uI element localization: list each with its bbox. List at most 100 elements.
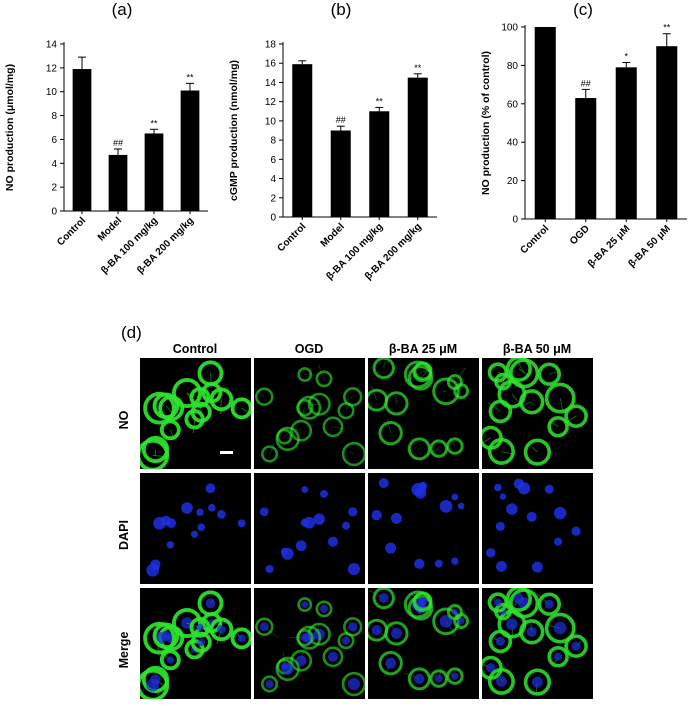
bar bbox=[108, 154, 128, 211]
cell-process bbox=[152, 454, 167, 458]
cell-body bbox=[190, 401, 212, 423]
nucleus bbox=[531, 561, 543, 573]
x-category-label: OGD bbox=[568, 223, 592, 247]
cell-body bbox=[159, 649, 181, 671]
bar bbox=[656, 46, 678, 220]
cell-process bbox=[449, 437, 456, 447]
cell-process bbox=[298, 407, 306, 421]
nucleus bbox=[217, 510, 226, 519]
cell-process bbox=[384, 662, 392, 677]
cell-process bbox=[457, 382, 462, 392]
nucleus bbox=[190, 645, 199, 653]
cell-process bbox=[263, 626, 279, 639]
nucleus bbox=[451, 672, 459, 680]
nucleus bbox=[190, 530, 199, 538]
nucleus bbox=[571, 641, 581, 651]
bar bbox=[615, 67, 637, 219]
y-tick-label: 10 bbox=[265, 116, 277, 127]
nucleus bbox=[265, 564, 274, 574]
cell-body bbox=[315, 600, 333, 618]
x-category-label: Model bbox=[96, 215, 124, 243]
cell-process bbox=[511, 624, 514, 638]
cell-body bbox=[509, 358, 540, 389]
cell-body bbox=[201, 612, 223, 634]
cell-body bbox=[372, 588, 395, 610]
cell-body bbox=[378, 650, 403, 676]
y-axis-title: cGMP production (nmol/mg) bbox=[228, 60, 240, 201]
cell-body bbox=[564, 634, 588, 659]
cell-body bbox=[322, 416, 344, 438]
y-tick-label: 8 bbox=[51, 111, 57, 122]
nucleus bbox=[390, 512, 402, 524]
cell-body bbox=[378, 420, 403, 446]
cell-body bbox=[209, 617, 234, 642]
cell-body bbox=[497, 609, 527, 639]
cell-body bbox=[307, 392, 331, 416]
cell-process bbox=[300, 407, 310, 416]
micrograph-dapi-2 bbox=[254, 473, 365, 584]
nucleus bbox=[208, 618, 216, 627]
cell-body bbox=[140, 438, 170, 469]
cell-body bbox=[197, 590, 224, 617]
nucleus bbox=[571, 526, 581, 536]
y-tick-label: 16 bbox=[265, 59, 277, 70]
micrograph-no-4 bbox=[482, 358, 593, 469]
cell-process bbox=[219, 399, 222, 415]
cell-process bbox=[575, 638, 585, 647]
y-tick-label: 80 bbox=[507, 61, 519, 72]
cell-body bbox=[140, 668, 170, 699]
cell-body bbox=[494, 372, 512, 391]
nucleus bbox=[320, 604, 328, 613]
significance-label: ## bbox=[113, 138, 123, 148]
cell-process bbox=[157, 638, 160, 650]
cell-body bbox=[429, 669, 448, 688]
y-tick-label: 4 bbox=[270, 174, 276, 185]
cell-process bbox=[323, 603, 325, 609]
cell-body bbox=[509, 588, 540, 619]
cell-body bbox=[429, 439, 448, 458]
nucleus bbox=[417, 482, 427, 492]
cell-process bbox=[549, 371, 559, 375]
nucleus bbox=[166, 656, 175, 664]
cell-body bbox=[547, 645, 569, 668]
cell-process bbox=[490, 606, 504, 613]
cell-body bbox=[407, 437, 431, 461]
cell-process bbox=[386, 419, 392, 434]
micrograph-no-3 bbox=[368, 358, 479, 469]
cell-process bbox=[300, 652, 304, 661]
cell-process bbox=[368, 589, 385, 599]
cell-process bbox=[269, 443, 275, 455]
cell-body bbox=[519, 389, 545, 415]
nucleus bbox=[217, 625, 226, 634]
cell-body bbox=[341, 441, 365, 467]
cell-body bbox=[276, 658, 293, 675]
cell-body bbox=[343, 387, 363, 407]
nucleus bbox=[553, 621, 567, 635]
cell-process bbox=[186, 392, 201, 398]
nucleus bbox=[371, 510, 382, 521]
cell-process bbox=[171, 405, 183, 409]
panel-letter-d: (d) bbox=[121, 323, 142, 342]
cell-body bbox=[403, 590, 432, 619]
cell-body bbox=[143, 621, 176, 655]
cell-body bbox=[488, 399, 513, 424]
nucleus bbox=[499, 493, 507, 500]
cell-body bbox=[488, 629, 513, 654]
cell-process bbox=[482, 437, 492, 444]
nucleus bbox=[513, 593, 525, 605]
cell-body bbox=[544, 612, 576, 644]
cell-body bbox=[453, 613, 470, 630]
nucleus bbox=[414, 558, 425, 570]
nucleus bbox=[295, 655, 307, 667]
significance-label: ** bbox=[186, 72, 194, 82]
nucleus bbox=[196, 623, 204, 632]
y-tick-label: 60 bbox=[507, 99, 519, 110]
nucleus bbox=[205, 483, 216, 494]
nucleus bbox=[411, 483, 425, 496]
cell-body bbox=[255, 387, 274, 406]
cell-body bbox=[505, 358, 532, 382]
cell-process bbox=[417, 448, 420, 451]
cell-body bbox=[201, 382, 223, 404]
cell-body bbox=[189, 616, 211, 638]
nucleus bbox=[553, 537, 563, 546]
